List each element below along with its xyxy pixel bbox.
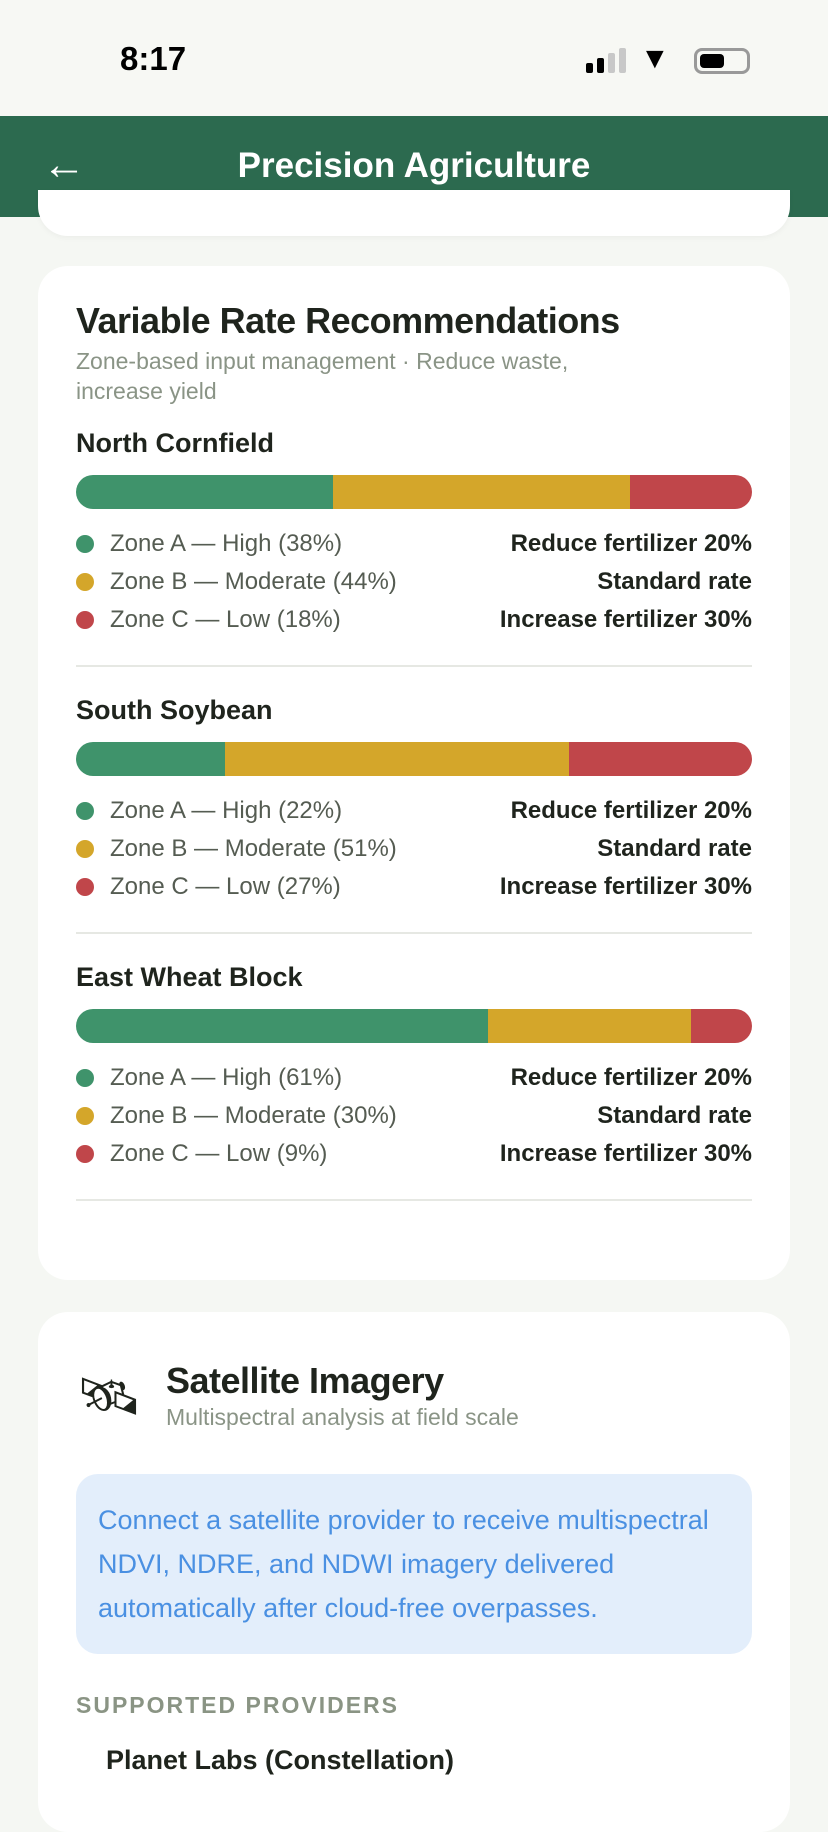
zone-row: Zone A — High (61%) Reduce fertilizer 20… — [76, 1059, 752, 1097]
zone-label: Zone C — Low (18%) — [110, 606, 341, 633]
zone-segment — [224, 742, 570, 776]
zone-row: Zone B — Moderate (51%) Standard rate — [76, 830, 752, 868]
zone-segment — [76, 742, 225, 776]
zone-row: Zone C — Low (27%) Increase fertilizer 3… — [76, 868, 752, 906]
field-section: South Soybean Zone A — High (22%) Reduce… — [76, 695, 752, 934]
zone-row: Zone C — Low (9%) Increase fertilizer 30… — [76, 1135, 752, 1173]
field-name: South Soybean — [76, 695, 273, 725]
zone-label: Zone A — High (38%) — [110, 530, 343, 557]
arrow-left-icon: ← — [42, 140, 86, 189]
zone-bar — [76, 475, 752, 509]
card-title: Satellite Imagery — [166, 1360, 444, 1401]
zone-segment — [76, 1009, 489, 1043]
zone-dot-icon — [76, 535, 94, 553]
previous-card — [38, 190, 790, 236]
zone-label: Zone B — Moderate (30%) — [110, 1102, 397, 1129]
zone-row: Zone B — Moderate (44%) Standard rate — [76, 563, 752, 601]
status-time: 8:17 — [120, 40, 187, 77]
satellite-card: 🛰 Satellite Imagery Multispectral analys… — [38, 1312, 790, 1832]
zone-action: Increase fertilizer 30% — [499, 873, 752, 900]
field-section: North Cornfield Zone A — High (38%) Redu… — [76, 428, 752, 667]
zone-dot-icon — [76, 1145, 94, 1163]
zone-label: Zone C — Low (27%) — [110, 873, 341, 900]
field-section: East Wheat Block Zone A — High (61%) Red… — [76, 962, 752, 1201]
card-title: Variable Rate Recommendations — [76, 300, 620, 341]
zone-label: Zone A — High (61%) — [110, 1064, 343, 1091]
zone-row: Zone C — Low (18%) Increase fertilizer 3… — [76, 601, 752, 639]
zone-dot-icon — [76, 840, 94, 858]
zone-dot-icon — [76, 878, 94, 896]
zone-action: Standard rate — [597, 1102, 752, 1129]
zone-segment — [76, 475, 333, 509]
zone-action: Increase fertilizer 30% — [499, 1140, 752, 1167]
zone-action: Standard rate — [597, 835, 752, 862]
zone-dot-icon — [76, 802, 94, 820]
zone-action: Increase fertilizer 30% — [499, 606, 752, 633]
zone-action: Standard rate — [597, 568, 752, 595]
zone-dot-icon — [76, 1107, 94, 1125]
card-subtitle: Multispectral analysis at field scale — [166, 1404, 519, 1430]
zone-row: Zone A — High (22%) Reduce fertilizer 20… — [76, 792, 752, 830]
zone-label: Zone A — High (22%) — [110, 797, 343, 824]
zone-action: Reduce fertilizer 20% — [510, 530, 752, 557]
field-name: East Wheat Block — [76, 962, 303, 992]
zone-segment — [630, 475, 752, 509]
variable-rate-card: Variable Rate Recommendations Zone-based… — [38, 266, 790, 1280]
connect-provider-info: Connect a satellite provider to receive … — [76, 1474, 752, 1654]
zone-bar — [76, 742, 752, 776]
zone-action: Reduce fertilizer 20% — [510, 797, 752, 824]
zone-segment — [569, 742, 752, 776]
zone-label: Zone C — Low (9%) — [110, 1140, 328, 1167]
zone-label: Zone B — Moderate (44%) — [110, 568, 397, 595]
wifi-icon: ▼ — [640, 42, 670, 75]
zone-segment — [488, 1009, 692, 1043]
field-name: North Cornfield — [76, 428, 274, 458]
zone-segment — [691, 1009, 752, 1043]
zone-dot-icon — [76, 1069, 94, 1087]
providers-heading: SUPPORTED PROVIDERS — [76, 1692, 399, 1718]
zone-label: Zone B — Moderate (51%) — [110, 835, 397, 862]
battery-icon — [694, 48, 750, 74]
zone-dot-icon — [76, 611, 94, 629]
zone-bar — [76, 1009, 752, 1043]
zone-row: Zone A — High (38%) Reduce fertilizer 20… — [76, 525, 752, 563]
back-button[interactable]: ← — [42, 140, 86, 190]
satellite-icon: 🛰 — [76, 1367, 143, 1426]
status-bar: 8:17 ▼ — [0, 0, 828, 116]
zone-segment — [332, 475, 631, 509]
provider-item[interactable]: Planet Labs (Constellation) — [106, 1745, 455, 1775]
cellular-signal-icon — [586, 48, 626, 73]
page-title: Precision Agriculture — [237, 146, 591, 185]
zone-action: Reduce fertilizer 20% — [510, 1064, 752, 1091]
zone-row: Zone B — Moderate (30%) Standard rate — [76, 1097, 752, 1135]
card-subtitle: Zone-based input management · Reduce was… — [76, 348, 569, 404]
zone-dot-icon — [76, 573, 94, 591]
